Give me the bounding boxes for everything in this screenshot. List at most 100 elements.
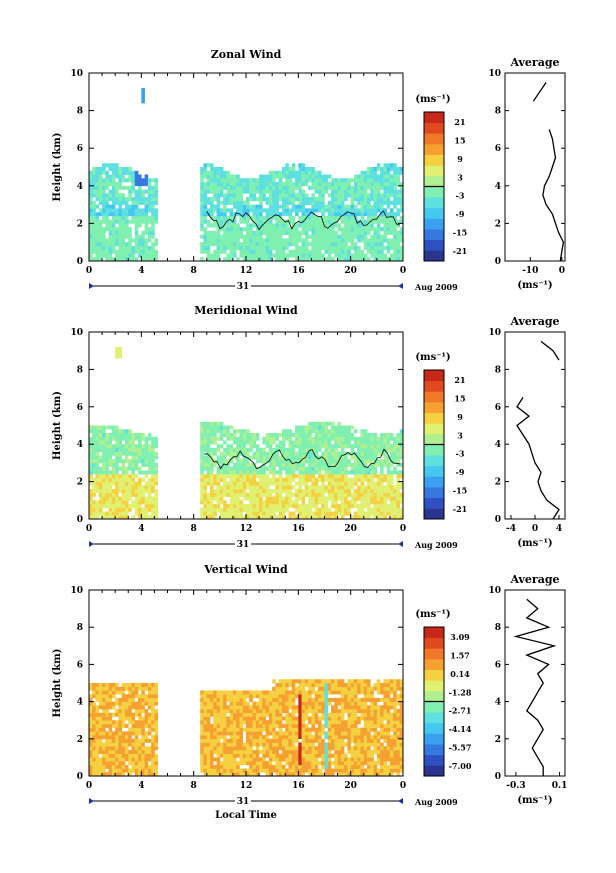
heatmap-cell [331,242,335,247]
heatmap-cell [331,432,335,438]
heatmap-cell [314,444,319,449]
heatmap-cell [236,697,240,702]
heatmap-cell [239,511,244,516]
colorbar-swatch [424,465,444,477]
heatmap-cell [200,421,204,426]
heatmap-cell [147,492,152,497]
heatmap-cell [383,219,387,224]
heatmap-cell [98,481,103,486]
heatmap-cell [95,694,100,699]
heatmap-cell [121,496,126,501]
y-tick-label: 6 [77,403,83,413]
heatmap-cell [154,466,158,471]
heatmap-cell [389,451,394,456]
heatmap-cell [399,481,404,486]
heatmap-cell [219,200,224,205]
heatmap-cell [331,193,335,198]
heatmap-cell [206,701,211,706]
heatmap-cell [389,504,394,509]
heatmap-cell [347,257,351,262]
heatmap-cell [236,197,240,202]
heatmap-cell [262,481,266,486]
heatmap-cell [367,170,371,175]
heatmap-cell [353,242,358,247]
heatmap-cell [340,451,345,456]
heatmap-cell [232,470,237,475]
heatmap-cell [236,477,240,482]
heatmap-cell [275,459,280,464]
heatmap-cell [89,245,93,251]
heatmap-cell [102,197,106,202]
heatmap-cell [108,174,113,179]
heatmap-cell [89,462,93,467]
heatmap-cell [210,230,214,235]
heatmap-cell [144,735,149,740]
heatmap-cell [138,223,142,228]
heatmap-cell [229,223,234,228]
heatmap-cell [281,738,286,743]
heatmap-cell [131,174,136,179]
heatmap-cell [223,185,227,190]
heatmap-cell [102,215,106,220]
heatmap-cell [98,238,103,243]
heatmap-cell [232,701,237,706]
heatmap-cell [203,429,208,434]
heatmap-cell [259,727,263,732]
heatmap-cell [102,432,106,438]
heatmap-cell [278,712,283,717]
heatmap-cell [393,447,397,452]
heatmap-cell [95,459,100,464]
heatmap-cell [206,238,211,243]
heatmap-cell [118,761,123,766]
heatmap-cell [223,245,227,251]
heatmap-cell [353,455,358,460]
heatmap-cell [223,485,227,490]
heatmap-cell [147,455,152,460]
heatmap-cell [203,757,208,762]
heatmap-cell [134,731,139,736]
heatmap-cell [216,716,221,721]
heatmap-cell [370,462,374,467]
heatmap-cell [376,182,381,187]
heatmap-cell [219,515,224,520]
heatmap-cell [314,208,319,213]
heatmap-cell [206,753,211,758]
heatmap-cell [340,504,345,509]
heatmap-cell [304,253,309,258]
heatmap-cell [399,200,404,205]
heatmap-cell [311,245,315,251]
heatmap-cell [380,507,384,512]
heatmap-cell [144,772,149,777]
heatmap-cell [128,167,132,172]
heatmap-cell [340,515,345,520]
heatmap-cell [111,462,116,467]
heatmap-cell [147,462,152,467]
heatmap-cell [399,485,404,490]
heatmap-cell [131,257,136,262]
heatmap-cell [275,757,280,762]
heatmap-cell [141,727,145,732]
heatmap-cell [386,197,391,202]
heatmap-cell [89,234,93,239]
heatmap-cell [317,215,322,220]
heatmap-cell [340,507,345,512]
heatmap-cell [111,507,116,512]
heatmap-cell [370,182,374,187]
heatmap-cell [210,212,214,217]
heatmap-cell [278,253,283,258]
heatmap-cell [219,753,224,758]
heatmap-cell [353,193,358,198]
heatmap-cell [154,481,158,486]
colorbar-tick-label: -3 [456,191,465,201]
heatmap-cell [102,245,106,251]
heatmap-cell [340,432,345,438]
heatmap-cell [219,489,224,494]
heatmap-cell [324,223,329,228]
heatmap-cell [236,223,240,228]
heatmap-cell [291,746,296,751]
heatmap-cell [229,500,234,505]
heatmap-cell [98,425,103,430]
heatmap-cell [360,178,365,183]
heatmap-cell [314,200,319,205]
heatmap-cell [115,249,119,254]
